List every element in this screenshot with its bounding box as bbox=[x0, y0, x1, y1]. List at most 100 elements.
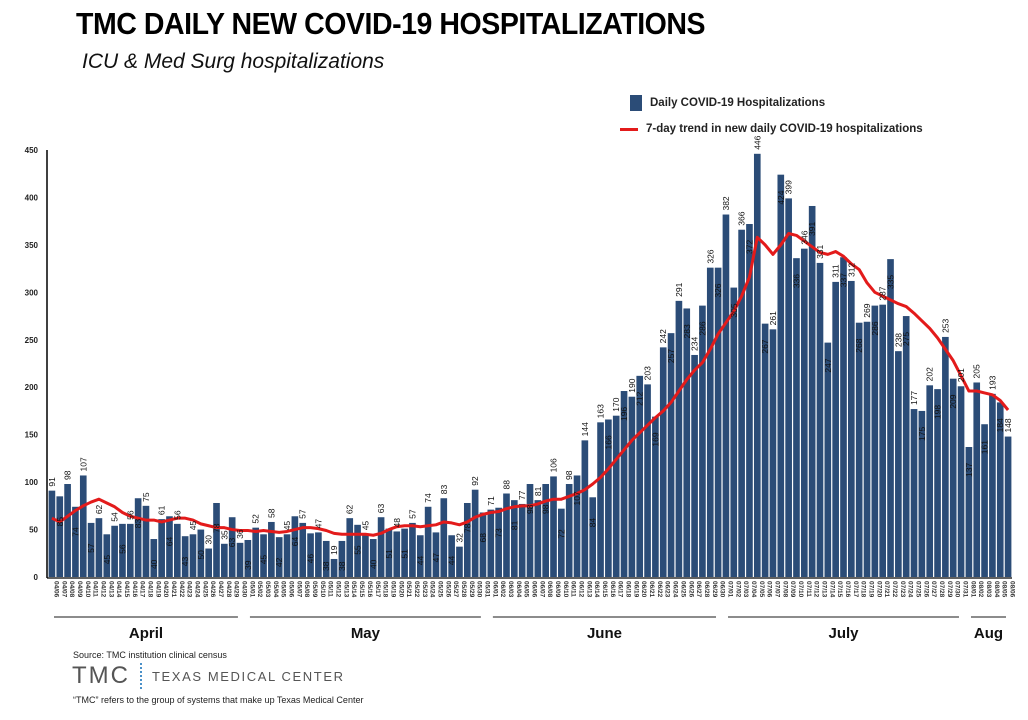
data-label: 391 bbox=[807, 222, 817, 236]
data-labels-group: 9185987410757624554565683754061645643455… bbox=[47, 135, 1013, 571]
data-label: 311 bbox=[831, 264, 841, 278]
data-label: 62 bbox=[94, 504, 104, 514]
data-label: 144 bbox=[580, 422, 590, 436]
data-label: 63 bbox=[376, 503, 386, 513]
bar bbox=[706, 267, 714, 577]
bar bbox=[150, 539, 158, 577]
data-label: 399 bbox=[784, 180, 794, 194]
x-tick-label: 07/28 bbox=[938, 581, 945, 598]
x-tick-label: 07/18 bbox=[860, 581, 867, 598]
bar bbox=[769, 329, 777, 577]
x-tick-label: 06/09 bbox=[554, 581, 561, 598]
x-tick-label: 05/09 bbox=[311, 581, 318, 598]
line-swatch-icon bbox=[620, 127, 638, 131]
data-label: 57 bbox=[298, 509, 308, 519]
bar bbox=[785, 198, 792, 577]
bar bbox=[283, 534, 291, 577]
data-label: 38 bbox=[337, 561, 347, 571]
data-label: 190 bbox=[627, 378, 637, 392]
x-tick-label: 06/16 bbox=[609, 581, 616, 598]
data-label: 91 bbox=[47, 477, 57, 487]
bar bbox=[174, 523, 181, 577]
y-tick-label: 100 bbox=[25, 478, 39, 487]
bar bbox=[895, 351, 902, 577]
x-tick-label: 06/12 bbox=[578, 581, 585, 598]
bar bbox=[315, 532, 322, 577]
x-tick-label: 05/15 bbox=[358, 581, 365, 598]
bar bbox=[95, 518, 103, 577]
x-tick-label: 05/12 bbox=[335, 581, 342, 598]
bar bbox=[863, 321, 871, 577]
x-tick-label: 06/05 bbox=[523, 581, 530, 598]
x-tick-label: 07/04 bbox=[750, 581, 757, 598]
x-tick-label: 07/01 bbox=[726, 581, 733, 598]
bar bbox=[832, 281, 839, 577]
data-label: 71 bbox=[486, 496, 496, 506]
x-tick-label: 06/27 bbox=[695, 581, 702, 598]
bar bbox=[926, 385, 934, 577]
legend-item-bars: Daily COVID-19 Hospitalizations bbox=[620, 90, 923, 116]
data-label: 45 bbox=[360, 521, 370, 531]
x-tick-label: 05/26 bbox=[444, 581, 451, 598]
bar bbox=[48, 490, 56, 577]
bar bbox=[558, 508, 565, 577]
bar bbox=[902, 316, 910, 577]
data-label: 202 bbox=[925, 367, 935, 381]
bar bbox=[949, 378, 957, 577]
data-label: 312 bbox=[846, 262, 856, 276]
data-label: 98 bbox=[525, 504, 535, 514]
bar bbox=[158, 519, 165, 577]
bar bbox=[667, 333, 675, 577]
x-tick-label: 05/29 bbox=[468, 581, 475, 598]
bar bbox=[746, 224, 753, 577]
bar bbox=[471, 489, 479, 577]
x-tick-label: 07/12 bbox=[813, 581, 820, 598]
bar bbox=[456, 546, 463, 577]
bar bbox=[236, 542, 244, 577]
bar bbox=[205, 548, 212, 577]
data-label: 203 bbox=[643, 366, 653, 380]
y-tick-label: 400 bbox=[25, 193, 39, 202]
data-label: 88 bbox=[501, 480, 511, 490]
data-label: 72 bbox=[556, 529, 566, 539]
data-label: 291 bbox=[674, 282, 684, 296]
x-tick-label: 07/24 bbox=[907, 581, 914, 598]
y-tick-label: 350 bbox=[25, 241, 39, 250]
data-label: 74 bbox=[423, 493, 433, 503]
bar bbox=[440, 498, 448, 577]
bar bbox=[299, 522, 307, 577]
bar bbox=[213, 502, 220, 577]
bar bbox=[871, 305, 879, 577]
data-label: 42 bbox=[274, 557, 284, 567]
data-label: 85 bbox=[55, 517, 65, 527]
data-label: 196 bbox=[619, 407, 629, 421]
bar bbox=[879, 304, 886, 577]
x-tick-label: 05/07 bbox=[295, 581, 302, 598]
data-label: 51 bbox=[384, 549, 394, 559]
data-label: 44 bbox=[447, 556, 457, 566]
data-label: 64 bbox=[164, 537, 174, 547]
x-tick-label: 04/06 bbox=[52, 581, 59, 598]
x-tick-label: 06/28 bbox=[703, 581, 710, 598]
data-label: 73 bbox=[494, 528, 504, 538]
x-tick-label: 06/24 bbox=[672, 581, 679, 598]
x-tick-label: 06/04 bbox=[515, 581, 522, 598]
bar bbox=[369, 539, 377, 577]
x-tick-label: 04/22 bbox=[178, 581, 185, 598]
bar bbox=[79, 475, 87, 577]
x-tick-label: 06/20 bbox=[640, 581, 647, 598]
bar bbox=[597, 422, 604, 577]
chart-subtitle: ICU & Med Surg hospitalizations bbox=[82, 50, 385, 73]
data-label: 92 bbox=[470, 476, 480, 486]
x-ticks-group: 04/06 04/07 04/08 04/09 04/10 04/11 04/12 04/13… bbox=[52, 581, 1015, 598]
x-tick-label: 07/25 bbox=[915, 581, 922, 598]
x-tick-label: 07/13 bbox=[820, 581, 827, 598]
x-tick-label: 04/13 bbox=[107, 581, 114, 598]
data-label: 81 bbox=[509, 520, 519, 530]
x-tick-label: 06/03 bbox=[507, 581, 514, 598]
x-tick-label: 05/02 bbox=[256, 581, 263, 598]
data-label: 107 bbox=[572, 491, 582, 505]
x-tick-label: 06/10 bbox=[562, 581, 569, 598]
x-tick-label: 05/01 bbox=[248, 581, 255, 598]
